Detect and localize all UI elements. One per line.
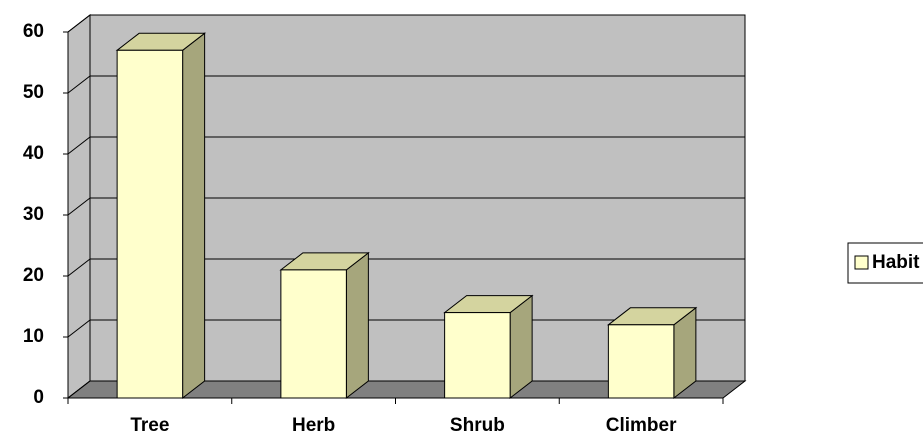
legend: Habit: [847, 242, 923, 284]
grid-line: [67, 258, 745, 277]
bar: [607, 324, 675, 399]
legend-swatch: [854, 255, 869, 270]
x-tick-label: Shrub: [450, 415, 505, 436]
y-tick-label: 50: [23, 82, 44, 103]
grid-line: [67, 197, 745, 216]
legend-label: Habit: [872, 252, 920, 273]
bar-side: [182, 32, 206, 400]
y-tick-label: 10: [23, 326, 44, 347]
y-tick-label: 0: [33, 387, 44, 408]
x-tick-label: Herb: [292, 415, 335, 436]
x-tick-label: Climber: [606, 415, 677, 436]
bar: [444, 312, 511, 399]
bar: [116, 49, 184, 399]
bar-side: [509, 294, 533, 400]
y-tick-label: 30: [23, 204, 44, 225]
grid-line: [67, 75, 745, 94]
bar-side: [345, 251, 369, 400]
grid-line: [67, 14, 745, 33]
bar: [280, 269, 347, 399]
y-tick-label: 40: [23, 143, 44, 164]
y-tick-label: 20: [23, 265, 44, 286]
grid-line: [67, 136, 745, 155]
x-tick-label: Tree: [130, 415, 169, 436]
y-tick-label: 60: [23, 21, 44, 42]
